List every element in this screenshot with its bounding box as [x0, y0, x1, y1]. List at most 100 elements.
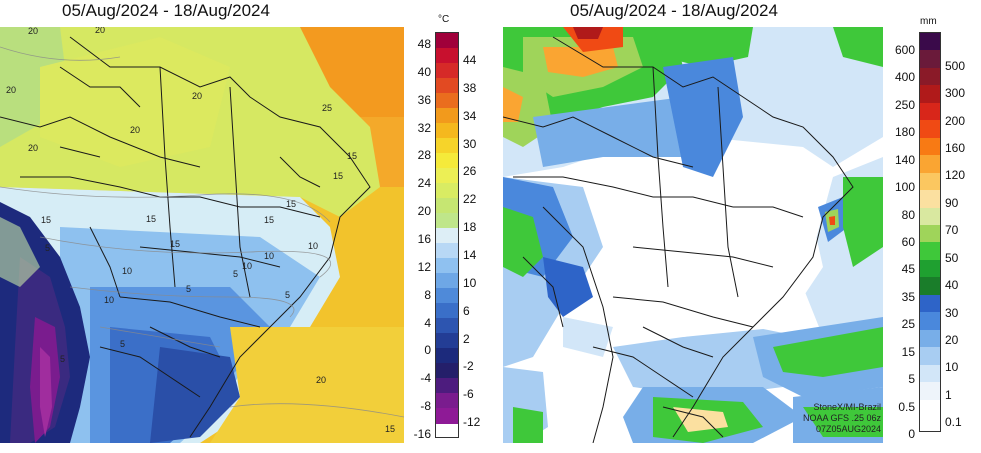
colorbar-tick-label: 38	[463, 80, 477, 95]
colorbar-tick-label: -2	[463, 359, 474, 374]
contour-label: 15	[385, 424, 395, 434]
colorbar-tick-label: -4	[420, 371, 431, 386]
contour-label: 5	[186, 284, 191, 294]
credit-line: 07Z05AUG2024	[815, 424, 881, 434]
colorbar-tick-label: 300	[945, 86, 966, 101]
colorbar-swatch	[920, 259, 940, 278]
contour-label: 20	[130, 125, 140, 135]
contour-label: 5	[60, 354, 65, 364]
colorbar-tick-label: 18	[463, 220, 477, 235]
colorbar-tick-label: 500	[945, 58, 966, 73]
colorbar-swatch	[436, 408, 458, 424]
contour-label: 20	[95, 27, 105, 35]
colorbar-tick-label: 12	[417, 259, 431, 274]
colorbar-tick-label: 45	[901, 262, 915, 277]
colorbar-swatch	[920, 172, 940, 191]
precipitation-field	[503, 27, 883, 443]
colorbar-tick-label: 600	[894, 43, 915, 57]
colorbar-tick-label: 14	[463, 247, 477, 262]
colorbar-tick-label: 16	[417, 232, 431, 246]
contour-label: 20	[28, 143, 38, 153]
contour-label: 15	[333, 171, 343, 181]
colorbar-swatch	[436, 258, 458, 274]
temperature-map: 20 20 20 20 20 20 25 15 15 15 15 15 15 1…	[0, 27, 404, 443]
colorbar-tick-label: 26	[463, 164, 477, 179]
colorbar-tick-label: 10	[945, 360, 959, 375]
temperature-unit-label: °C	[438, 14, 450, 25]
colorbar-tick-label: 48	[417, 37, 431, 51]
colorbar-swatch	[436, 228, 458, 244]
contour-label: 20	[192, 91, 202, 101]
contour-label: 10	[122, 266, 132, 276]
colorbar-tick-label: 0.5	[898, 399, 915, 414]
colorbar-tick-label: 4	[424, 315, 431, 330]
colorbar-tick-label: 40	[417, 64, 431, 79]
colorbar-swatch	[920, 50, 940, 69]
colorbar-swatch	[436, 153, 458, 169]
colorbar-swatch	[436, 168, 458, 184]
colorbar-tick-label: 1	[945, 387, 952, 402]
colorbar-tick-label: 180	[894, 125, 915, 140]
contour-label: 15	[264, 215, 274, 225]
colorbar-tick-label: 22	[463, 192, 477, 207]
colorbar-swatch	[436, 303, 458, 319]
credit-line: NOAA GFS .25 06z	[802, 413, 881, 423]
colorbar-tick-label: 100	[894, 180, 915, 195]
colorbar-tick-label: 44	[463, 52, 477, 67]
colorbar-swatch	[920, 242, 940, 261]
colorbar-swatch	[920, 294, 940, 313]
colorbar-swatch	[920, 399, 940, 418]
colorbar-swatch	[920, 329, 940, 348]
contour-label: 25	[322, 103, 332, 113]
colorbar-swatch	[436, 333, 458, 349]
colorbar-tick-label: 5	[908, 372, 915, 387]
credit-line: StoneX/MI-Brazil	[813, 402, 881, 412]
contour-label: 15	[286, 199, 296, 209]
colorbar-tick-label: 70	[945, 223, 959, 238]
colorbar-swatch	[920, 347, 940, 366]
colorbar-swatch	[920, 364, 940, 383]
temperature-map-title: 05/Aug/2024 - 18/Aug/2024	[62, 1, 270, 20]
colorbar-tick-label: 6	[463, 303, 470, 318]
contour-label: 5	[45, 243, 50, 253]
contour-label: 20	[28, 27, 38, 36]
colorbar-swatch	[920, 382, 940, 401]
colorbar-tick-label: 0	[424, 343, 431, 358]
colorbar-tick-label: 40	[945, 278, 959, 293]
contour-label: 10	[242, 261, 252, 271]
contour-label: 5	[285, 290, 290, 300]
colorbar-tick-label: 25	[901, 317, 915, 332]
colorbar-tick-label: 400	[894, 70, 915, 85]
colorbar-tick-label: -16	[413, 427, 431, 441]
contour-label: 20	[316, 375, 326, 385]
colorbar-swatch	[436, 48, 458, 64]
colorbar-swatch	[436, 378, 458, 394]
colorbar-tick-label: 0.1	[945, 415, 962, 430]
colorbar-swatch	[436, 78, 458, 94]
colorbar-tick-label: 90	[945, 195, 959, 210]
colorbar-swatch	[920, 207, 940, 226]
colorbar-swatch	[436, 348, 458, 364]
colorbar-swatch	[436, 318, 458, 334]
colorbar-tick-label: 200	[945, 113, 966, 128]
colorbar-tick-label: 30	[463, 136, 477, 151]
contour-label: 15	[41, 215, 51, 225]
colorbar-tick-label: 20	[417, 204, 431, 219]
colorbar-tick-label: 36	[417, 92, 431, 107]
colorbar-swatch	[920, 85, 940, 104]
colorbar-swatch	[920, 312, 940, 331]
colorbar-tick-label: -8	[420, 399, 431, 414]
colorbar-tick-label: -6	[463, 387, 474, 402]
colorbar-swatch	[920, 155, 940, 174]
precipitation-map: StoneX/MI-Brazil NOAA GFS .25 06z 07Z05A…	[503, 27, 883, 443]
colorbar-tick-label: 34	[463, 108, 477, 123]
colorbar-tick-label: 2	[463, 331, 470, 346]
precipitation-colorbar	[919, 32, 941, 432]
precipitation-unit-label: mm	[920, 16, 937, 27]
colorbar-swatch	[436, 123, 458, 139]
temperature-field: 20 20 20 20 20 20 25 15 15 15 15 15 15 1…	[0, 27, 404, 443]
colorbar-tick-label: -12	[463, 415, 481, 430]
colorbar-tick-label: 30	[945, 305, 959, 320]
colorbar-tick-label: 28	[417, 148, 431, 163]
colorbar-tick-label: 160	[945, 141, 966, 155]
